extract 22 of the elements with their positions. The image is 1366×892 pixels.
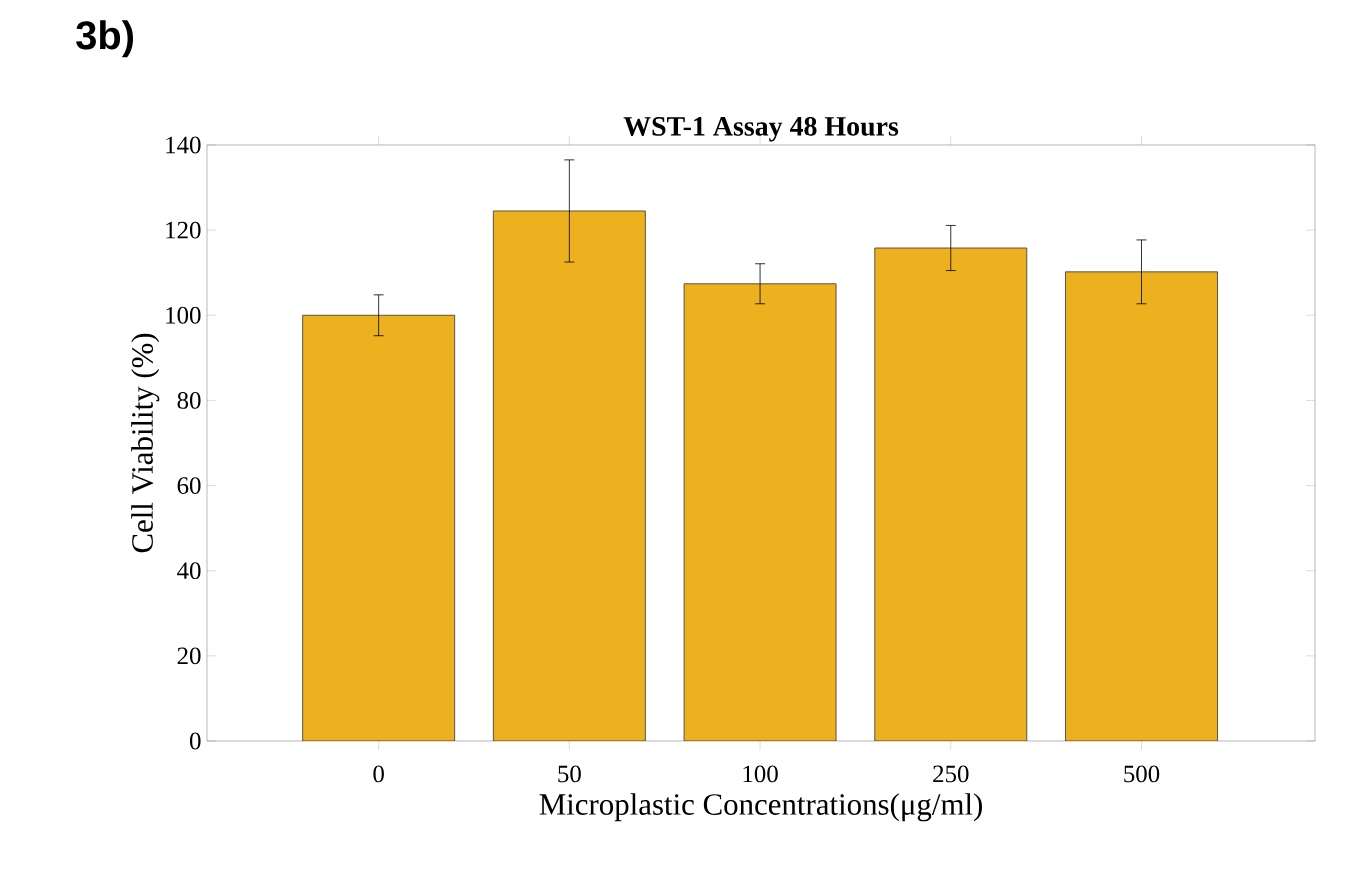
x-tick-label: 0 <box>373 765 384 783</box>
x-tick-label: 250 <box>933 765 969 783</box>
y-tick-label: 120 <box>166 221 201 239</box>
bar <box>683 283 837 741</box>
y-tick-label: 80 <box>177 392 201 409</box>
y-tick-label: 140 <box>166 136 201 154</box>
y-tick-label: 60 <box>177 477 201 494</box>
bar <box>492 210 646 741</box>
bar <box>302 314 456 741</box>
y-tick-label: 0 <box>189 732 201 750</box>
x-tick-label: 50 <box>558 765 581 783</box>
x-tick-label: 500 <box>1124 765 1160 783</box>
y-tick-label: 100 <box>166 306 201 324</box>
chart-title: WST-1 Assay 48 Hours <box>623 116 899 142</box>
bar <box>874 247 1028 741</box>
y-tick-label: 40 <box>177 562 201 580</box>
bar <box>1065 271 1218 741</box>
y-axis-title: Cell Viability (%) <box>131 333 160 553</box>
text: 3b) <box>76 20 133 58</box>
y-tick-label: 20 <box>177 647 201 665</box>
x-axis-title: Microplastic Concentrations(μg/ml) <box>539 793 982 822</box>
x-tick-label: 100 <box>743 765 778 783</box>
